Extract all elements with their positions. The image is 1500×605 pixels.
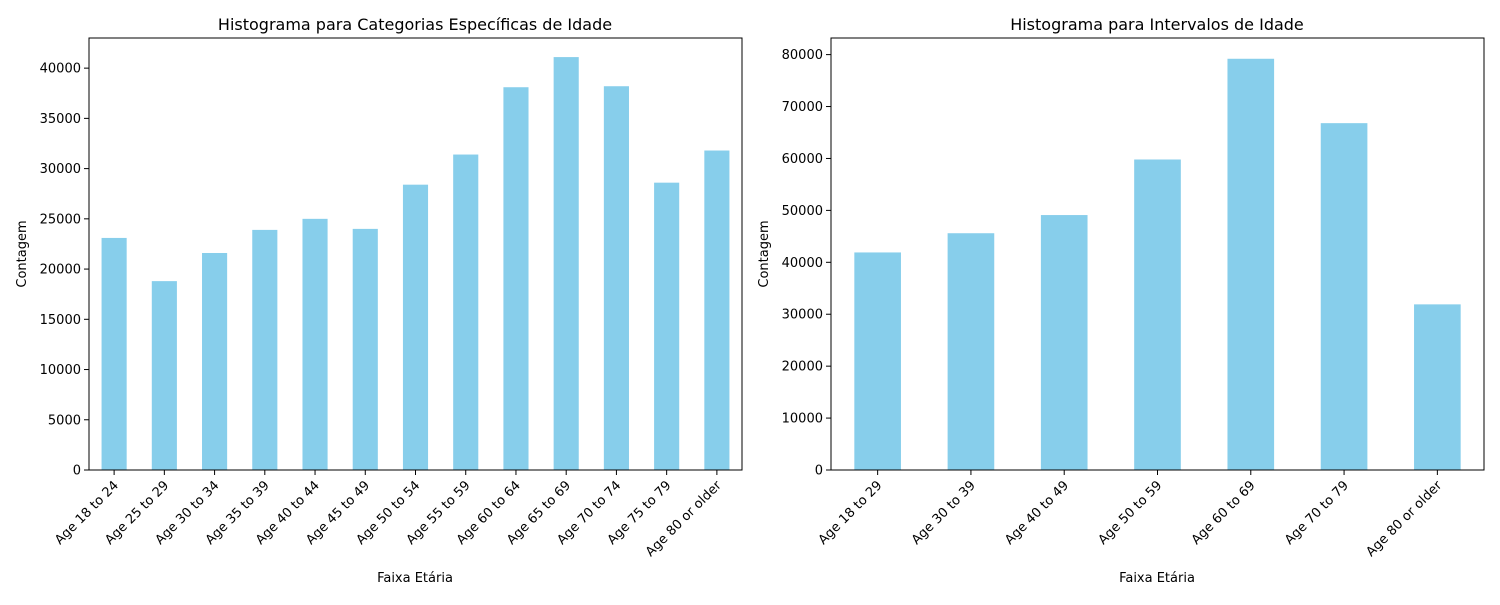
- bar: [854, 252, 901, 470]
- chart-title: Histograma para Categorias Específicas d…: [218, 15, 612, 34]
- x-axis-label: Faixa Etária: [377, 571, 453, 586]
- bar: [302, 218, 328, 470]
- chart-specific-age-categories: Histograma para Categorias Específicas d…: [15, 15, 743, 586]
- y-tick-label: 40000: [782, 256, 823, 271]
- x-tick-label: Age 50 to 59: [1096, 478, 1166, 548]
- x-tick-label: Age 70 to 79: [1282, 478, 1352, 548]
- x-tick-label: Age 18 to 29: [816, 478, 886, 548]
- y-tick-label: 0: [73, 464, 81, 479]
- bar: [704, 150, 730, 470]
- bar: [101, 237, 127, 470]
- bar: [1414, 304, 1461, 470]
- y-tick-label: 70000: [782, 100, 823, 115]
- y-axis-label: Contagem: [757, 220, 772, 287]
- bar: [1134, 159, 1181, 470]
- bar: [947, 233, 995, 470]
- chart-age-intervals: Histograma para Intervalos de Idade Faix…: [757, 15, 1485, 586]
- y-tick-label: 30000: [40, 162, 81, 177]
- bar: [352, 228, 378, 470]
- bar: [1320, 123, 1368, 471]
- x-tick-label: Age 40 to 49: [1002, 478, 1072, 548]
- y-tick-label: 5000: [48, 413, 81, 428]
- y-axis-label: Contagem: [15, 220, 30, 287]
- y-tick-label: 40000: [40, 62, 81, 77]
- chart-title: Histograma para Intervalos de Idade: [1010, 15, 1304, 34]
- y-tick-label: 25000: [40, 212, 81, 227]
- bar: [1040, 215, 1088, 470]
- x-axis-label: Faixa Etária: [1119, 571, 1195, 586]
- bar: [202, 252, 228, 470]
- bar: [503, 87, 529, 470]
- bar: [453, 154, 479, 470]
- y-tick-label: 20000: [40, 263, 81, 278]
- bar: [603, 86, 629, 470]
- bar: [553, 57, 579, 470]
- y-tick-label: 35000: [40, 112, 81, 127]
- bar: [402, 184, 429, 470]
- y-tick-label: 80000: [782, 48, 823, 63]
- bar: [1227, 58, 1275, 471]
- x-tick-label: Age 60 to 69: [1189, 478, 1259, 548]
- y-tick-label: 10000: [40, 363, 81, 378]
- y-tick-label: 10000: [782, 412, 823, 427]
- y-tick-label: 15000: [40, 313, 81, 328]
- bar: [252, 229, 278, 470]
- y-tick-label: 20000: [782, 360, 823, 375]
- x-tick-label: Age 80 or older: [1363, 478, 1445, 560]
- y-tick-label: 60000: [782, 152, 823, 167]
- y-tick-label: 50000: [782, 204, 823, 219]
- y-tick-label: 30000: [782, 308, 823, 323]
- bar: [151, 281, 177, 470]
- y-tick-label: 0: [815, 464, 823, 479]
- x-tick-label: Age 30 to 39: [909, 478, 979, 548]
- bar: [654, 182, 680, 470]
